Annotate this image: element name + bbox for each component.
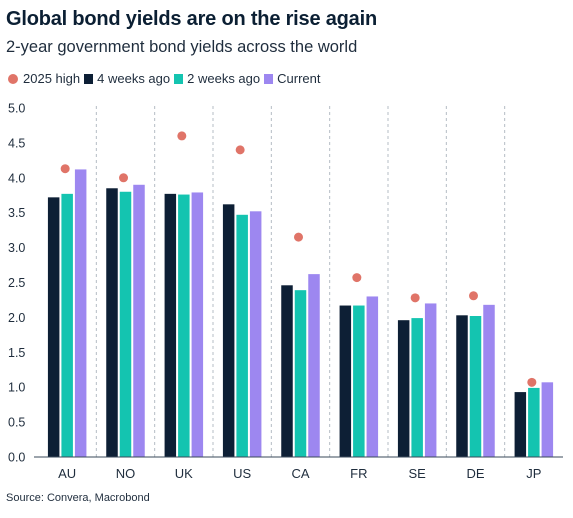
x-category-label: SE: [408, 466, 426, 481]
marker-2025-high-no: [119, 173, 128, 183]
marker-2025-high-de: [469, 291, 478, 301]
legend-label: 2025 high: [23, 71, 81, 86]
source-note: Source: Convera, Macrobond: [6, 492, 150, 504]
bar-no-2-weeks-ago: [119, 191, 132, 457]
x-category-label: UK: [175, 466, 193, 481]
x-category-label: CA: [291, 466, 309, 481]
bar-us-4-weeks-ago: [222, 204, 235, 457]
y-tick-label: 1.0: [8, 381, 25, 395]
bar-jp-4-weeks-ago: [514, 392, 527, 457]
bar-jp-2-weeks-ago: [528, 387, 540, 457]
x-category-label: FR: [350, 466, 367, 481]
x-category-label: NO: [116, 466, 136, 481]
marker-2025-high-us: [235, 145, 245, 155]
bar-uk-4-weeks-ago: [164, 193, 177, 457]
marker-2025-high-au: [60, 164, 70, 174]
bar-no-current: [133, 184, 145, 457]
legend-swatch-2025-high: [8, 73, 18, 84]
legend-swatch-2-weeks-ago: [174, 73, 184, 84]
legend: 2025 high 4 weeks ago 2 weeks ago Curren…: [8, 71, 324, 86]
bar-se-2-weeks-ago: [411, 318, 423, 457]
bar-au-2-weeks-ago: [61, 193, 73, 457]
y-tick-label: 4.0: [8, 171, 25, 185]
chart-subtitle: 2-year government bond yields across the…: [6, 38, 358, 56]
y-tick-label: 2.5: [8, 276, 25, 290]
legend-item-2-weeks-ago: 2 weeks ago: [174, 71, 260, 86]
marker-2025-high-fr: [352, 273, 362, 283]
y-tick-label: 4.5: [8, 136, 25, 150]
y-tick-label: 1.5: [8, 346, 25, 360]
legend-item-4-weeks-ago: 4 weeks ago: [84, 71, 170, 86]
legend-label: 4 weeks ago: [97, 71, 171, 86]
bar-au-4-weeks-ago: [47, 197, 60, 457]
x-category-label: JP: [526, 466, 541, 481]
legend-label: Current: [277, 71, 321, 86]
bar-fr-2-weeks-ago: [353, 305, 365, 457]
bar-ca-2-weeks-ago: [294, 290, 307, 457]
legend-item-current: Current: [264, 71, 320, 86]
legend-swatch-current: [264, 73, 274, 84]
bar-au-current: [74, 169, 87, 457]
bar-no-4-weeks-ago: [106, 188, 118, 457]
legend-swatch-4-weeks-ago: [84, 73, 94, 84]
bar-se-current: [424, 303, 437, 457]
bar-fr-current: [366, 296, 379, 457]
bar-se-4-weeks-ago: [397, 320, 410, 457]
y-tick-label: 3.5: [8, 206, 25, 220]
bar-de-2-weeks-ago: [469, 316, 482, 457]
x-category-label: US: [233, 466, 251, 481]
marker-2025-high-se: [410, 293, 420, 303]
bar-de-current: [483, 304, 495, 457]
bar-uk-2-weeks-ago: [178, 194, 190, 457]
bar-us-2-weeks-ago: [236, 214, 248, 457]
y-tick-label: 3.0: [8, 241, 25, 255]
bar-uk-current: [191, 192, 204, 457]
bar-de-4-weeks-ago: [456, 315, 468, 457]
x-category-label: AU: [58, 466, 76, 481]
y-tick-label: 0.5: [8, 416, 25, 430]
y-tick-label: 5.0: [8, 102, 25, 116]
bar-ca-current: [308, 274, 320, 457]
marker-2025-high-ca: [294, 232, 303, 242]
legend-item-2025-high: 2025 high: [8, 71, 80, 86]
marker-2025-high-uk: [177, 131, 187, 141]
y-tick-label: 2.0: [8, 311, 25, 325]
bar-ca-4-weeks-ago: [281, 285, 293, 457]
x-category-label: DE: [466, 466, 484, 481]
bar-fr-4-weeks-ago: [339, 305, 352, 457]
chart-title: Global bond yields are on the rise again: [6, 8, 377, 30]
y-tick-label: 0.0: [8, 451, 25, 465]
bar-us-current: [249, 211, 262, 457]
legend-label: 2 weeks ago: [187, 71, 261, 86]
bar-jp-current: [541, 382, 554, 457]
marker-2025-high-jp: [527, 377, 537, 387]
